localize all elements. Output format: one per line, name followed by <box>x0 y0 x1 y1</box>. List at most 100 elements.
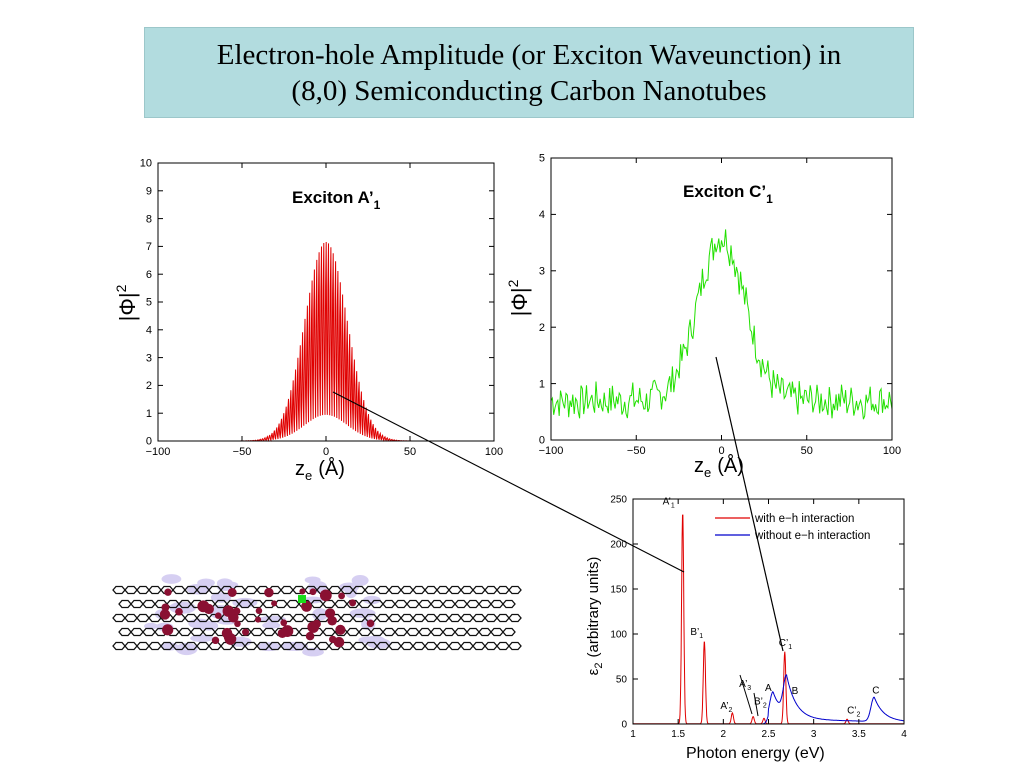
x-axis-label: ze (Å) <box>694 454 744 480</box>
atom-marker <box>324 608 336 619</box>
y-axis-ticks: 0 1 2 3 4 5 6 7 8 9 10 <box>140 158 494 448</box>
density-blob <box>210 592 232 603</box>
x-tick-label: −100 <box>146 446 171 458</box>
atom-marker <box>349 599 357 607</box>
atom-marker <box>309 588 317 596</box>
atom-marker <box>366 619 375 628</box>
y-tick-label: 2 <box>146 380 152 392</box>
y-tick-label: 3 <box>539 265 545 277</box>
y-axis-label: |Φ|2 <box>113 284 140 321</box>
atom-marker <box>307 621 320 633</box>
peak-label: C <box>872 686 879 697</box>
plot-frame <box>632 498 905 725</box>
y-tick-label: 0 <box>146 436 152 448</box>
atom-marker <box>203 603 214 615</box>
y-tick-label: 4 <box>146 324 152 336</box>
atom-marker <box>159 609 171 620</box>
density-blob <box>197 578 215 588</box>
y-tick-label: 0 <box>621 719 627 730</box>
x-tick-label: 2 <box>721 729 727 740</box>
y-axis-label: |Φ|2 <box>505 279 532 316</box>
atom-marker <box>162 624 174 636</box>
slide-title-box: Electron-hole Amplitude (or Exciton Wave… <box>144 27 914 118</box>
atom-marker <box>333 636 345 648</box>
density-blob <box>144 622 158 630</box>
chart-title: Exciton C’1 <box>683 182 773 206</box>
y-tick-label: 50 <box>616 674 628 685</box>
x-tick-label: −100 <box>539 445 564 457</box>
x-tick-label: 50 <box>801 445 813 457</box>
x-tick-label: 3 <box>811 729 817 740</box>
y-tick-label: 5 <box>539 153 545 165</box>
density-blob <box>190 634 214 643</box>
atom-marker <box>335 624 346 635</box>
series-a1-curve <box>158 241 494 442</box>
atom-marker <box>327 616 337 626</box>
slide-title-line-1: Electron-hole Amplitude (or Exciton Wave… <box>216 38 842 71</box>
atom-marker <box>255 607 263 615</box>
x-tick-label: 100 <box>485 446 503 458</box>
atom-marker <box>299 588 306 595</box>
density-blob <box>351 575 369 586</box>
x-tick-label: 0 <box>323 446 329 458</box>
y-tick-label: 7 <box>146 241 152 253</box>
y-tick-label: 250 <box>610 494 627 505</box>
peak-label: B’1 <box>690 627 703 640</box>
chart-title: Exciton A’1 <box>292 188 381 212</box>
chart-exciton-a1: −100 −50 0 50 100 0 1 2 3 4 5 6 7 8 9 10 Exciton A’1 z… <box>113 158 503 483</box>
atom-marker <box>234 620 241 628</box>
atom-marker <box>164 588 172 596</box>
y-tick-label: 9 <box>146 185 152 197</box>
density-blob <box>161 574 182 584</box>
x-tick-label: 3.5 <box>852 729 866 740</box>
y-tick-label: 8 <box>146 213 152 225</box>
x-tick-label: 2.5 <box>762 729 776 740</box>
atom-marker <box>214 612 222 619</box>
atom-marker <box>277 628 288 639</box>
density-blob <box>363 595 381 605</box>
atom-marker <box>242 628 250 636</box>
x-tick-label: 1 <box>630 729 636 740</box>
annotation-arrow <box>753 692 759 717</box>
series-line-a1 <box>158 241 494 442</box>
y-tick-label: 200 <box>610 539 627 550</box>
atom-marker <box>255 616 262 623</box>
exciton-atoms <box>159 587 375 648</box>
legend-label: without e−h interaction <box>754 530 870 542</box>
legend-label: with e−h interaction <box>754 513 854 525</box>
connector-line-c1 <box>715 356 784 652</box>
y-tick-label: 1 <box>539 378 545 390</box>
peak-label: A’1 <box>663 497 675 510</box>
atom-marker <box>211 636 220 645</box>
nanotube-illustration <box>112 574 522 657</box>
series-line-c1 <box>550 229 893 420</box>
atom-marker <box>319 589 332 602</box>
x-tick-label: 100 <box>883 445 901 457</box>
peak-label: B <box>792 686 799 697</box>
y-tick-label: 1 <box>146 408 152 420</box>
connector-line-a1 <box>332 391 685 573</box>
y-tick-label: 5 <box>146 297 152 309</box>
chart-exciton-c1: −100 −50 0 50 100 0 1 2 3 4 5 Exciton C’1 ze (Å) |… <box>505 153 901 480</box>
x-axis-ticks: −100 −50 0 50 100 <box>146 163 503 458</box>
plot-frame <box>157 162 495 442</box>
peak-label: C’2 <box>847 706 860 719</box>
density-blob <box>175 642 198 656</box>
atom-marker <box>271 600 278 607</box>
x-axis-label: Photon energy (eV) <box>686 745 825 762</box>
x-axis-label: ze (Å) <box>295 457 345 483</box>
y-axis-label: ε2(arbitrary units) <box>585 557 605 676</box>
atom-marker <box>221 627 233 639</box>
peak-label: A <box>765 683 772 694</box>
chart-legend: with e−h interaction without e−h interact… <box>715 513 870 542</box>
atom-marker <box>161 603 170 612</box>
y-tick-label: 4 <box>539 209 545 221</box>
plot-frame <box>550 157 893 441</box>
atom-marker <box>301 600 312 612</box>
x-tick-label: 1.5 <box>671 729 685 740</box>
density-blob <box>262 622 281 629</box>
y-tick-label: 100 <box>610 629 627 640</box>
x-tick-label: −50 <box>233 446 252 458</box>
